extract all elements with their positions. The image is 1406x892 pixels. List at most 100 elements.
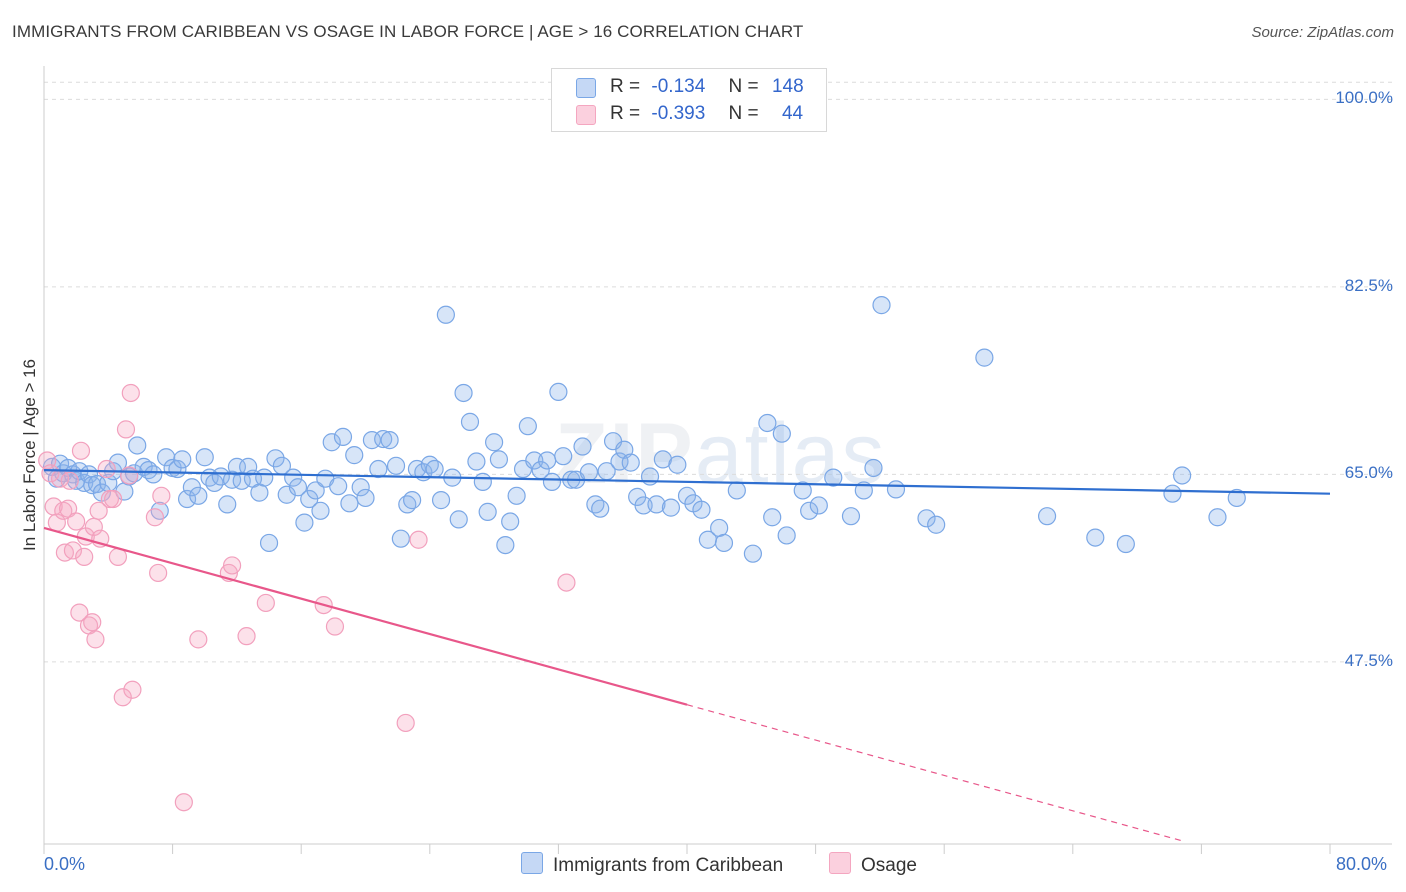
caribbean-point <box>345 446 364 465</box>
osage-point <box>70 603 89 622</box>
osage-point <box>149 563 168 583</box>
legend-r-label: R = <box>610 103 641 124</box>
caribbean-point <box>579 463 599 482</box>
caribbean-point <box>758 413 777 433</box>
osage-point <box>97 459 116 479</box>
caribbean-point <box>1173 466 1192 485</box>
caribbean-point <box>647 495 666 514</box>
caribbean-point <box>554 447 573 466</box>
caribbean-point <box>295 513 314 532</box>
caribbean-point <box>306 481 325 500</box>
legend-n-value: 148 <box>771 76 804 97</box>
legend-n-label: N = <box>728 103 759 124</box>
osage-point <box>89 501 108 520</box>
x-tick-label-max: 80.0% <box>1336 854 1388 874</box>
caribbean-point <box>1086 528 1105 547</box>
correlation-legend: R = -0.134 N = 148 R = -0.393 N = 44 <box>551 68 827 132</box>
caribbean-point <box>259 533 279 553</box>
osage-point <box>222 556 242 575</box>
legend-n-value: 44 <box>781 103 804 124</box>
source-label: Source: ZipAtlas.com <box>1251 24 1394 41</box>
caribbean-point <box>872 296 891 315</box>
y-tick-label: 100.0% <box>1335 88 1393 108</box>
caribbean-point <box>692 500 711 519</box>
caribbean-point <box>403 491 422 510</box>
caribbean-point <box>425 459 444 479</box>
caribbean-point <box>255 468 274 487</box>
osage-point <box>174 793 193 812</box>
caribbean-point <box>542 472 562 491</box>
series-swatch-blue <box>521 852 543 874</box>
caribbean-point <box>333 427 353 446</box>
osage-point <box>189 630 208 649</box>
osage-point <box>396 713 415 733</box>
caribbean-point <box>1116 534 1135 554</box>
caribbean-point <box>864 458 883 478</box>
caribbean-point <box>189 486 208 505</box>
caribbean-point <box>218 495 237 514</box>
axes <box>43 66 1392 854</box>
caribbean-point <box>714 533 734 553</box>
x-tick-label-min: 0.0% <box>44 854 86 874</box>
caribbean-point <box>743 544 763 563</box>
osage-point <box>113 688 132 707</box>
trend-lines <box>43 469 1331 842</box>
caribbean-point <box>369 459 388 479</box>
osage-point <box>67 512 86 531</box>
caribbean-point <box>284 468 303 487</box>
osage-point <box>237 627 256 646</box>
caribbean-point <box>772 424 791 443</box>
osage-trend-line-extension <box>686 704 1183 842</box>
caribbean-point <box>800 501 819 520</box>
osage-point <box>256 593 275 613</box>
caribbean-point <box>621 453 640 472</box>
caribbean-point <box>489 450 509 469</box>
osage-trend-line <box>43 526 688 706</box>
osage-point <box>59 499 78 518</box>
series-label-osage: Osage <box>861 855 917 876</box>
osage-point <box>152 486 171 505</box>
caribbean-point <box>793 481 812 500</box>
caribbean-point <box>436 305 455 324</box>
y-tick-label: 82.5% <box>1344 275 1393 295</box>
caribbean-point <box>710 518 729 538</box>
caribbean-point <box>917 509 936 528</box>
caribbean-point <box>329 477 348 496</box>
caribbean-point <box>391 529 410 548</box>
caribbean-point <box>340 494 359 513</box>
caribbean-point <box>496 535 515 555</box>
caribbean-point <box>173 450 192 469</box>
caribbean-point <box>144 465 163 484</box>
osage-point <box>83 613 102 632</box>
caribbean-point <box>634 496 653 515</box>
osage-point <box>60 471 79 490</box>
caribbean-point <box>927 515 946 534</box>
caribbean-point <box>177 489 197 509</box>
caribbean-point <box>677 486 697 505</box>
y-axis-title: In Labor Force | Age > 16 <box>20 358 39 552</box>
legend-swatch-pink <box>576 105 596 125</box>
legend-r-value: -0.393 <box>651 103 706 124</box>
caribbean-point <box>250 483 269 502</box>
caribbean-point <box>386 456 406 475</box>
caribbean-point <box>460 412 480 431</box>
caribbean-point <box>485 433 504 452</box>
osage-point <box>325 617 345 636</box>
legend-r-value: -0.134 <box>651 76 706 97</box>
osage-point <box>409 530 428 549</box>
caribbean-point <box>1037 507 1057 526</box>
caribbean-point <box>549 382 568 401</box>
caribbean-point <box>128 436 147 455</box>
caribbean-point <box>824 468 843 487</box>
caribbean-point <box>518 417 537 436</box>
caribbean-point <box>467 452 486 471</box>
caribbean-point <box>1227 488 1246 508</box>
series-label-caribbean: Immigrants from Caribbean <box>553 855 784 876</box>
caribbean-point <box>322 433 341 452</box>
caribbean-point <box>525 451 544 470</box>
caribbean-point <box>507 486 526 505</box>
caribbean-point <box>351 478 370 497</box>
legend-r-label: R = <box>610 76 641 97</box>
caribbean-point <box>449 510 468 529</box>
